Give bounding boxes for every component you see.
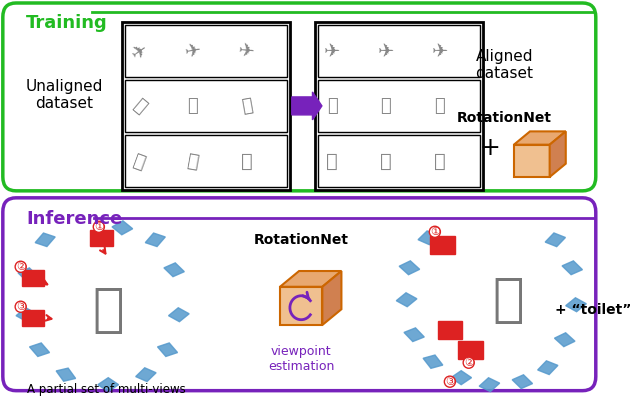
Text: 🪑: 🪑	[186, 152, 200, 172]
Polygon shape	[514, 131, 566, 145]
Text: 🪑: 🪑	[131, 151, 148, 173]
Text: 🚗: 🚗	[129, 96, 149, 116]
Text: 🪑: 🪑	[326, 152, 338, 172]
Text: ✈: ✈	[127, 39, 152, 63]
Bar	[122, 22, 290, 190]
Text: ①: ①	[430, 227, 440, 237]
Text: RotationNet: RotationNet	[457, 111, 552, 125]
FancyBboxPatch shape	[3, 198, 596, 391]
Bar	[318, 25, 480, 77]
Text: ✈: ✈	[431, 41, 448, 60]
Bar	[22, 310, 44, 326]
Text: 🪑: 🪑	[241, 152, 252, 172]
Text: 🪑: 🪑	[434, 152, 445, 172]
Bar	[318, 80, 480, 132]
Bar	[90, 230, 113, 246]
Text: ②: ②	[16, 262, 26, 272]
Polygon shape	[56, 368, 76, 381]
Polygon shape	[451, 371, 472, 385]
Polygon shape	[145, 233, 165, 246]
FancyBboxPatch shape	[514, 145, 550, 177]
Bar	[125, 135, 287, 187]
Polygon shape	[538, 361, 558, 375]
Polygon shape	[423, 355, 443, 368]
Text: Training: Training	[26, 14, 108, 32]
Polygon shape	[418, 231, 438, 245]
Text: ✈: ✈	[237, 41, 255, 61]
Text: 🚗: 🚗	[188, 97, 198, 115]
Text: ②: ②	[464, 358, 474, 368]
Text: RotationNet: RotationNet	[253, 233, 349, 247]
Bar	[316, 22, 483, 190]
Polygon shape	[280, 271, 341, 287]
Polygon shape	[399, 261, 420, 275]
Polygon shape	[323, 271, 341, 325]
FancyArrow shape	[292, 92, 322, 120]
Text: Unaligned
dataset: Unaligned dataset	[26, 79, 102, 111]
FancyBboxPatch shape	[280, 287, 323, 325]
Polygon shape	[479, 378, 500, 392]
FancyBboxPatch shape	[3, 3, 596, 191]
Polygon shape	[136, 368, 156, 382]
Polygon shape	[554, 333, 575, 347]
Polygon shape	[157, 343, 177, 357]
Bar	[22, 270, 44, 286]
Text: 🪑: 🪑	[380, 152, 392, 172]
Text: Aligned
dataset: Aligned dataset	[476, 49, 534, 81]
Text: ✈: ✈	[183, 40, 203, 62]
Text: ✈: ✈	[378, 41, 394, 60]
Bar	[430, 236, 454, 254]
Polygon shape	[550, 131, 566, 177]
Text: 🚽: 🚽	[492, 274, 524, 326]
Polygon shape	[35, 233, 55, 246]
Text: ✈: ✈	[324, 41, 340, 60]
Polygon shape	[164, 263, 184, 277]
Polygon shape	[29, 343, 49, 357]
Polygon shape	[404, 328, 424, 341]
Bar	[438, 321, 462, 339]
Text: 🚗: 🚗	[434, 97, 445, 115]
Text: A partial set of multi-views: A partial set of multi-views	[27, 383, 186, 396]
Bar	[458, 341, 483, 359]
Text: 🚽: 🚽	[92, 284, 124, 336]
Polygon shape	[18, 268, 38, 282]
Polygon shape	[16, 308, 36, 322]
Polygon shape	[168, 308, 189, 322]
Text: 🚗: 🚗	[381, 97, 391, 115]
Text: Inference: Inference	[26, 210, 123, 228]
Text: 🚗: 🚗	[327, 97, 338, 115]
Text: 🚗: 🚗	[240, 96, 253, 116]
Polygon shape	[545, 233, 566, 247]
Text: +: +	[479, 136, 500, 160]
Text: viewpoint
estimation: viewpoint estimation	[268, 345, 334, 373]
Polygon shape	[562, 261, 582, 275]
Bar	[318, 135, 480, 187]
Polygon shape	[396, 293, 417, 307]
Polygon shape	[566, 298, 586, 312]
Text: ①: ①	[94, 222, 104, 232]
Bar	[125, 80, 287, 132]
Polygon shape	[112, 221, 132, 235]
Text: ③: ③	[16, 302, 26, 312]
Text: ③: ③	[445, 377, 455, 387]
Bar	[125, 25, 287, 77]
Polygon shape	[98, 378, 118, 392]
Polygon shape	[512, 375, 532, 388]
Text: + “toilet”: + “toilet”	[556, 303, 632, 317]
